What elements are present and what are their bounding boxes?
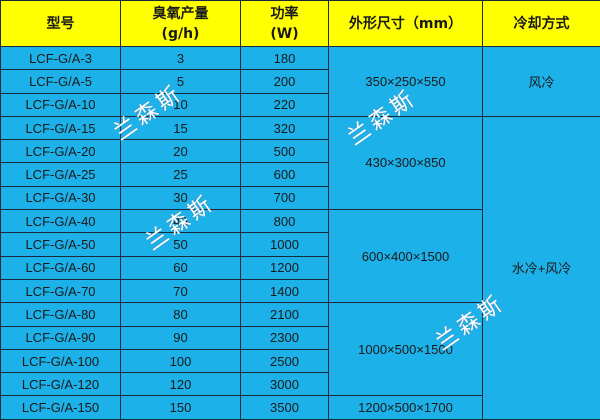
model-cell: LCF-G/A-60 bbox=[1, 256, 121, 279]
cooling-cell: 水冷+风冷 bbox=[483, 116, 600, 419]
ozone-output-cell: 90 bbox=[121, 326, 241, 349]
ozone-output-cell: 80 bbox=[121, 303, 241, 326]
ozone-output-cell: 50 bbox=[121, 233, 241, 256]
header-power-label: 功率 bbox=[271, 6, 299, 22]
header-cooling: 冷却方式 bbox=[483, 1, 600, 47]
ozone-output-cell: 150 bbox=[121, 396, 241, 419]
power-cell: 200 bbox=[241, 70, 329, 93]
model-cell: LCF-G/A-5 bbox=[1, 70, 121, 93]
power-cell: 2100 bbox=[241, 303, 329, 326]
model-cell: LCF-G/A-3 bbox=[1, 47, 121, 70]
model-cell: LCF-G/A-15 bbox=[1, 116, 121, 139]
power-cell: 2500 bbox=[241, 349, 329, 372]
power-cell: 700 bbox=[241, 186, 329, 209]
model-cell: LCF-G/A-25 bbox=[1, 163, 121, 186]
ozone-output-cell: 40 bbox=[121, 210, 241, 233]
header-power-unit: (W) bbox=[270, 26, 298, 42]
power-cell: 1000 bbox=[241, 233, 329, 256]
header-ozone-output-unit: (g/h) bbox=[162, 26, 200, 42]
power-cell: 3500 bbox=[241, 396, 329, 419]
dimensions-cell: 1000×500×1500 bbox=[329, 303, 483, 396]
ozone-output-cell: 120 bbox=[121, 373, 241, 396]
model-cell: LCF-G/A-40 bbox=[1, 210, 121, 233]
model-cell: LCF-G/A-80 bbox=[1, 303, 121, 326]
power-cell: 600 bbox=[241, 163, 329, 186]
ozone-output-cell: 10 bbox=[121, 93, 241, 116]
model-cell: LCF-G/A-100 bbox=[1, 349, 121, 372]
ozone-output-cell: 25 bbox=[121, 163, 241, 186]
header-ozone-output-label: 臭氧产量 bbox=[153, 6, 209, 22]
ozone-output-cell: 3 bbox=[121, 47, 241, 70]
model-cell: LCF-G/A-70 bbox=[1, 279, 121, 302]
header-row: 型号 臭氧产量 (g/h) 功率 (W) 外形尺寸（mm） 冷却方式 bbox=[1, 1, 600, 47]
model-cell: LCF-G/A-20 bbox=[1, 140, 121, 163]
cooling-cell: 风冷 bbox=[483, 47, 600, 117]
header-power: 功率 (W) bbox=[241, 1, 329, 47]
dimensions-cell: 600×400×1500 bbox=[329, 210, 483, 303]
power-cell: 220 bbox=[241, 93, 329, 116]
model-cell: LCF-G/A-50 bbox=[1, 233, 121, 256]
model-cell: LCF-G/A-30 bbox=[1, 186, 121, 209]
dimensions-cell: 350×250×550 bbox=[329, 47, 483, 117]
power-cell: 2300 bbox=[241, 326, 329, 349]
ozone-output-cell: 30 bbox=[121, 186, 241, 209]
model-cell: LCF-G/A-150 bbox=[1, 396, 121, 419]
ozone-output-cell: 20 bbox=[121, 140, 241, 163]
header-ozone-output: 臭氧产量 (g/h) bbox=[121, 1, 241, 47]
ozone-output-cell: 60 bbox=[121, 256, 241, 279]
ozone-output-cell: 5 bbox=[121, 70, 241, 93]
dimensions-cell: 430×300×850 bbox=[329, 116, 483, 209]
power-cell: 180 bbox=[241, 47, 329, 70]
header-dimensions: 外形尺寸（mm） bbox=[329, 1, 483, 47]
power-cell: 3000 bbox=[241, 373, 329, 396]
model-cell: LCF-G/A-120 bbox=[1, 373, 121, 396]
ozone-output-cell: 15 bbox=[121, 116, 241, 139]
power-cell: 1400 bbox=[241, 279, 329, 302]
ozone-output-cell: 70 bbox=[121, 279, 241, 302]
power-cell: 320 bbox=[241, 116, 329, 139]
header-model: 型号 bbox=[1, 1, 121, 47]
ozone-output-cell: 100 bbox=[121, 349, 241, 372]
power-cell: 1200 bbox=[241, 256, 329, 279]
power-cell: 800 bbox=[241, 210, 329, 233]
model-cell: LCF-G/A-90 bbox=[1, 326, 121, 349]
dimensions-cell: 1200×500×1700 bbox=[329, 396, 483, 419]
power-cell: 500 bbox=[241, 140, 329, 163]
model-cell: LCF-G/A-10 bbox=[1, 93, 121, 116]
